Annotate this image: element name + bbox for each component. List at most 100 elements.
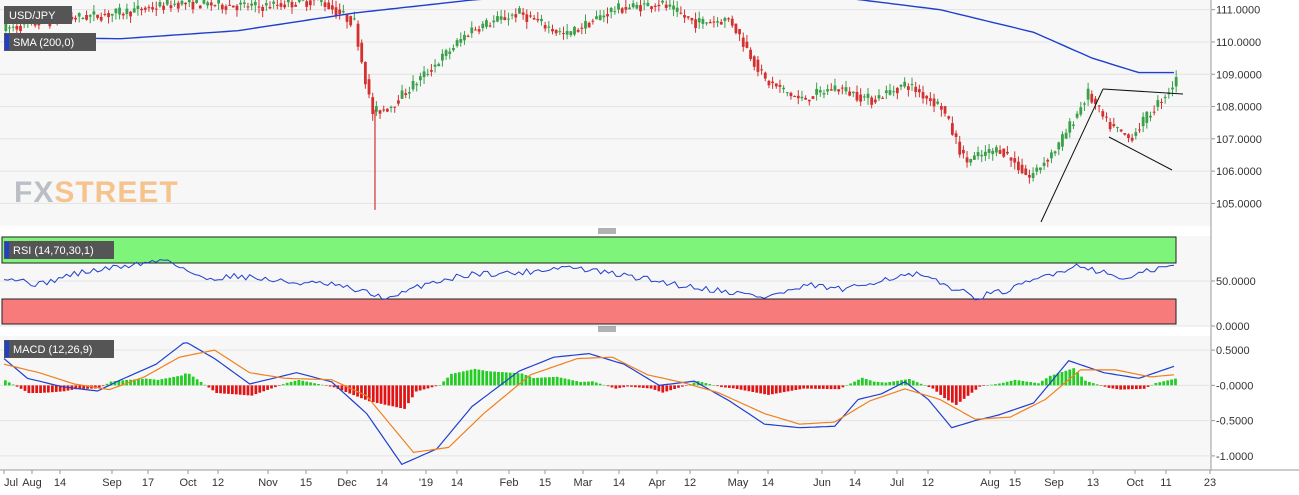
candle <box>400 84 404 99</box>
candle <box>1013 151 1017 170</box>
macd-histogram-bar <box>23 385 27 391</box>
macd-histogram-bar <box>1013 379 1017 386</box>
macd-histogram-bar <box>375 385 379 403</box>
candle <box>620 7 624 15</box>
candle <box>1138 122 1141 133</box>
macd-histogram-bar <box>923 385 927 386</box>
candle <box>231 5 235 8</box>
macd-histogram-bar <box>379 385 383 404</box>
panel-splitter-rsi[interactable] <box>598 228 616 234</box>
macd-histogram-bar <box>1060 372 1064 386</box>
candle <box>800 90 804 101</box>
candle <box>562 26 565 40</box>
macd-histogram-bar <box>258 385 262 393</box>
candle <box>532 14 536 20</box>
candle <box>778 79 782 93</box>
candle <box>125 3 129 20</box>
macd-histogram-bar <box>684 385 688 386</box>
candle <box>653 3 657 12</box>
candle <box>327 0 331 10</box>
macd-histogram-bar <box>583 381 586 386</box>
sma-badge[interactable]: SMA (200,0) <box>4 33 96 51</box>
candle <box>92 5 96 22</box>
macd-histogram-bar <box>853 381 856 386</box>
macd-histogram-bar <box>450 373 453 386</box>
candle <box>261 4 265 18</box>
panel-splitter-macd[interactable] <box>598 326 616 332</box>
candle <box>290 0 294 14</box>
candle <box>921 85 925 104</box>
candle <box>807 99 811 106</box>
candle <box>518 5 521 14</box>
candlestick-series <box>4 0 1178 210</box>
macd-histogram-bar <box>1170 379 1173 386</box>
price-tick-label: 111.0000 <box>1216 5 1260 17</box>
macd-histogram-bar <box>473 368 477 386</box>
macd-histogram-bar <box>121 380 125 386</box>
candle <box>268 1 272 10</box>
candle <box>312 0 316 6</box>
candle <box>1130 133 1134 143</box>
candle <box>950 116 954 136</box>
macd-histogram-bar <box>27 385 31 393</box>
macd-histogram-bar <box>551 377 555 386</box>
candle <box>1163 94 1167 104</box>
macd-histogram-bar <box>798 385 802 390</box>
macd-badge[interactable]: MACD (12,26,9) <box>4 340 114 358</box>
candle <box>899 84 903 91</box>
candle <box>815 82 819 101</box>
macd-histogram-bar <box>1025 381 1029 386</box>
candle <box>936 98 940 106</box>
macd-histogram-bar <box>399 385 402 408</box>
candle <box>595 10 598 20</box>
macd-histogram-bar <box>317 384 320 386</box>
x-tick-label: Dec <box>337 477 357 489</box>
candle <box>822 89 826 99</box>
sma-200-line <box>3 0 1174 74</box>
candle <box>1017 156 1020 174</box>
macd-histogram-bar <box>892 381 896 386</box>
macd-histogram-bar <box>47 385 50 393</box>
macd-histogram-bar <box>833 385 837 390</box>
candle <box>118 3 121 20</box>
candle <box>529 11 532 19</box>
macd-tick-label: -1.0000 <box>1216 451 1253 463</box>
candle <box>385 108 389 113</box>
macd-histogram-bar <box>285 382 289 386</box>
macd-histogram-bar <box>332 385 336 388</box>
macd-histogram-bar <box>896 380 899 386</box>
macd-histogram-bar <box>434 385 438 387</box>
candle <box>749 47 752 62</box>
candle <box>1020 158 1024 175</box>
trendline-lower <box>1108 136 1173 171</box>
candle <box>884 85 888 100</box>
candle <box>74 15 77 23</box>
candle <box>367 74 371 99</box>
macd-tick-label: 0.5000 <box>1216 345 1250 357</box>
candle <box>441 49 444 67</box>
macd-histogram-bar <box>786 385 790 392</box>
macd-histogram-bar <box>360 385 363 399</box>
macd-histogram-bar <box>579 382 583 386</box>
macd-histogram-bar <box>242 385 246 395</box>
candle <box>433 59 437 73</box>
macd-histogram-bar <box>1119 385 1123 390</box>
fxstreet-watermark: FXSTREET <box>14 176 179 209</box>
macd-histogram-bar <box>626 385 629 387</box>
candle <box>477 25 481 35</box>
candle <box>81 16 85 20</box>
candle <box>895 86 899 100</box>
x-tick-label: Oct <box>1126 477 1143 489</box>
rsi-badge[interactable]: RSI (14,70,30,1) <box>4 241 114 259</box>
candle <box>554 29 558 36</box>
candle <box>198 4 202 9</box>
macd-histogram-bar <box>1146 385 1150 387</box>
macd-histogram-bar <box>1135 385 1138 390</box>
macd-histogram-bar <box>1099 385 1103 386</box>
symbol-badge[interactable]: USD/JPY <box>4 6 72 24</box>
candle <box>437 62 441 67</box>
macd-histogram-bar <box>297 380 301 386</box>
macd-histogram-bar <box>958 385 962 402</box>
candle <box>1090 90 1094 104</box>
macd-histogram-bar <box>172 376 176 386</box>
